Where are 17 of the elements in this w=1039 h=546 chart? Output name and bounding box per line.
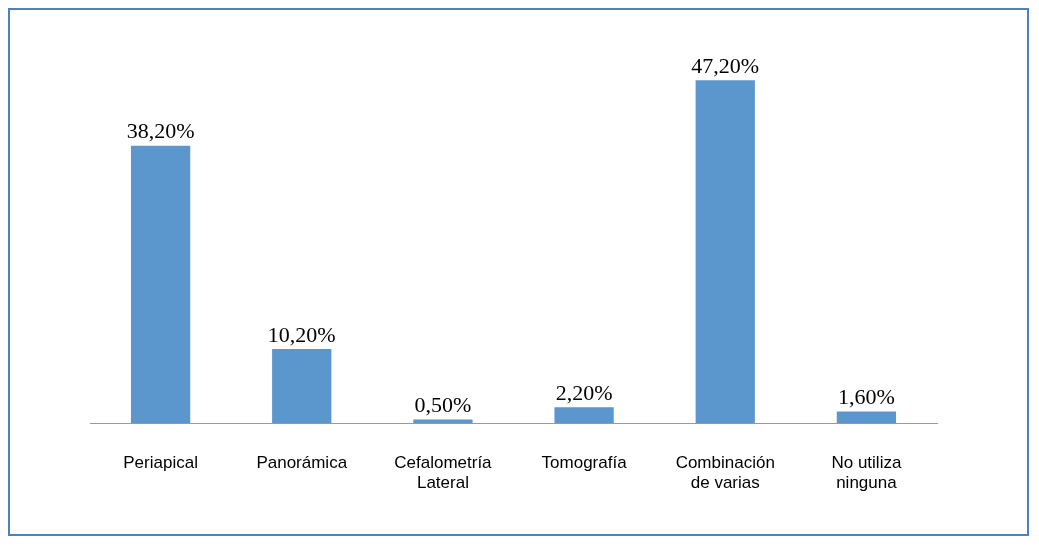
- data-label: 2,20%: [555, 380, 613, 405]
- x-tick-label: Tomografía: [541, 453, 628, 473]
- x-tick-label: Cefalometría Lateral: [394, 453, 493, 493]
- bar: [695, 80, 755, 424]
- bar: [554, 407, 614, 424]
- x-tick-label: Panorámica: [256, 453, 348, 473]
- x-tick-label: Periapical: [123, 453, 198, 473]
- bar: [272, 349, 332, 424]
- x-tick-label: No utiliza ninguna: [831, 453, 902, 493]
- data-label: 0,50%: [414, 392, 472, 418]
- x-tick-label: Combinación de varias: [675, 453, 775, 493]
- data-label: 47,20%: [691, 53, 760, 79]
- data-label: 10,20%: [267, 321, 336, 347]
- bar: [836, 411, 897, 424]
- data-label: 38,20%: [126, 118, 195, 144]
- bar: [130, 145, 191, 424]
- data-label: 1,60%: [838, 384, 895, 410]
